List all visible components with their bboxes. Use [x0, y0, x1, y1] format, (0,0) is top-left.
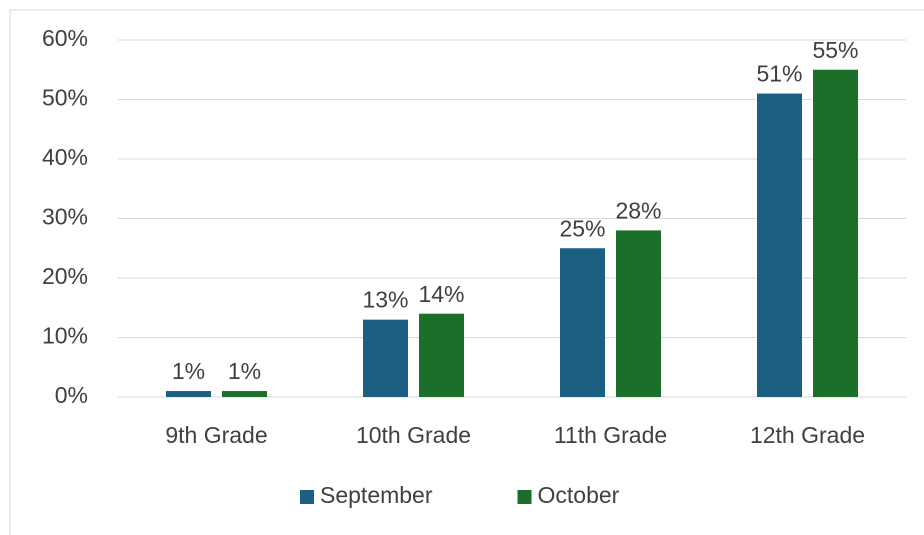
bar: [757, 93, 802, 398]
data-label: 51%: [756, 61, 802, 87]
y-tick-label: 30%: [42, 204, 88, 230]
legend-label: September: [320, 482, 433, 508]
y-tick-label: 20%: [42, 263, 88, 289]
x-tick-label: 12th Grade: [750, 422, 865, 448]
data-label: 25%: [559, 215, 605, 241]
y-tick-label: 10%: [42, 323, 88, 349]
data-label: 55%: [812, 37, 858, 63]
y-tick-label: 0%: [55, 382, 88, 408]
data-label: 14%: [418, 281, 464, 307]
legend-swatch: [300, 490, 314, 504]
x-tick-label: 9th Grade: [165, 422, 267, 448]
legend-swatch: [517, 490, 532, 504]
y-tick-label: 50%: [42, 85, 88, 111]
x-tick-label: 11th Grade: [554, 422, 667, 448]
legend-label: October: [538, 482, 620, 508]
bar: [419, 313, 464, 397]
bar: [813, 69, 858, 397]
bar: [560, 248, 605, 397]
data-label: 28%: [615, 197, 661, 223]
bar: [166, 391, 211, 397]
bar: [222, 391, 267, 397]
chart-frame: [9, 9, 924, 535]
x-tick-label: 10th Grade: [356, 422, 471, 448]
bar: [363, 319, 408, 397]
data-label: 13%: [362, 287, 408, 313]
data-label: 1%: [172, 358, 205, 384]
bar: [616, 230, 661, 397]
y-tick-label: 40%: [42, 144, 88, 170]
data-label: 1%: [228, 358, 261, 384]
y-tick-label: 60%: [42, 25, 88, 51]
